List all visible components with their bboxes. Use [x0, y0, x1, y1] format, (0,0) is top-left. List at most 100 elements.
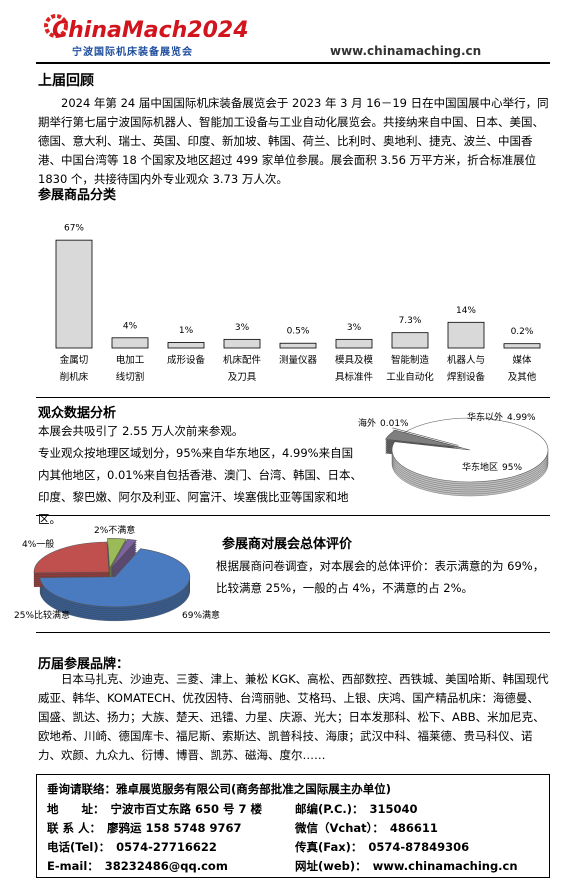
pie-label: 69%满意 — [182, 609, 220, 621]
pie-slice — [385, 429, 461, 448]
contact-value: 38232486@qq.com — [104, 859, 228, 873]
bar — [503, 343, 541, 349]
category-label: 测量仪器 — [278, 355, 317, 366]
contact-label: 邮编(P.C.)： — [295, 802, 364, 816]
pie-label: 海外 0.01% — [358, 417, 409, 429]
contact-row: 微信（Vchat）： 486611 — [295, 820, 438, 836]
bar-chart: 67% 4% 1% 3% 0.5% 3% 7.3% 14% 0.2% 金属切 削机床 电加工 线切… — [36, 200, 550, 392]
value-label: 0.2% — [511, 327, 534, 337]
pie-category: 比较满意 — [34, 609, 70, 621]
pie-value: 95% — [502, 463, 522, 473]
category-label: 机器人与 焊割设备 — [446, 355, 485, 383]
value-label: 3% — [235, 323, 250, 333]
paragraph: 日本马扎克、沙迪克、三菱、津上、兼松 KGK、高松、西部数控、西铁城、美国哈斯、… — [38, 672, 549, 762]
pie-slice — [39, 548, 191, 608]
pie-category: 一般 — [36, 538, 54, 550]
contact-label: 微信（Vchat）： — [295, 821, 384, 835]
pie-value: 69% — [182, 611, 202, 621]
bar-plot: 67% 4% 1% 3% 0.5% 3% 7.3% 14% 0.2% — [55, 224, 541, 349]
paragraph: 2024 年第 24 届中国国际机床装备展览会于 2023 年 3 月 16－1… — [38, 96, 549, 186]
contact-label: 传真(Fax)： — [295, 840, 363, 854]
category-label: 电加工 线切割 — [115, 355, 145, 383]
pie-slice — [110, 538, 137, 569]
pie-label: 4%一般 — [22, 538, 54, 550]
contact-row: 联 系 人： 廖鸦运 158 5748 9767 — [47, 820, 242, 836]
value-label: 0.5% — [287, 327, 310, 337]
section-title: 上届回顾 — [38, 73, 94, 89]
chart-title: 参展商品分类 — [38, 188, 117, 203]
logo: ChinaMach2024 — [52, 18, 249, 43]
pie-value: 2% — [94, 526, 109, 536]
contact-label: 电话(Tel)： — [47, 840, 111, 854]
bar — [55, 239, 93, 349]
bar — [391, 332, 429, 349]
pie-slice — [107, 538, 127, 570]
contact-value: 雅卓展览服务有限公司(商务部批准之国际展主办单位) — [116, 782, 392, 796]
category-label: 金属切 削机床 — [59, 355, 89, 383]
contact-row: 垂询请联络：雅卓展览服务有限公司(商务部批准之国际展主办单位) — [47, 781, 391, 797]
header-url: www.chinamaching.cn — [330, 44, 482, 58]
pie-category: 不满意 — [108, 524, 135, 536]
header-rule — [36, 62, 550, 64]
pie-label: 华东地区 95% — [462, 461, 522, 473]
category-label: 智能制造 工业自动化 — [386, 355, 434, 383]
pie-slice — [33, 541, 110, 574]
contact-row: E-mail： 38232486@qq.com — [47, 858, 228, 874]
bar — [279, 342, 317, 349]
pie-category: 华东以外 — [467, 411, 503, 423]
pie-label: 华东以外 4.99% — [467, 411, 536, 423]
value-label: 14% — [456, 306, 476, 316]
value-label: 1% — [179, 326, 194, 336]
contact-row: 邮编(P.C.)： 315040 — [295, 801, 418, 817]
category-label: 媒体 及其他 — [507, 355, 537, 383]
contact-value: 廖鸦运 158 5748 9767 — [107, 821, 242, 835]
contact-label: E-mail： — [47, 859, 99, 873]
bar — [335, 338, 373, 349]
pie-slice — [391, 417, 549, 483]
section-title: 观众数据分析 — [38, 406, 117, 421]
contact-label: 地 址： — [47, 802, 105, 816]
contact-row: 地 址： 宁波市百丈东路 650 号 7 楼 — [47, 801, 262, 817]
pie-category: 满意 — [202, 609, 220, 621]
contact-value: 宁波市百丈东路 650 号 7 楼 — [110, 802, 263, 816]
value-label: 3% — [347, 323, 362, 333]
logo-subtitle: 宁波国际机床装备展览会 — [72, 47, 193, 58]
contact-value: 0574-27716622 — [116, 840, 217, 854]
pie-value: 4.99% — [507, 413, 536, 423]
section-title: 历届参展品牌： — [38, 657, 130, 672]
pie-slice — [392, 427, 459, 446]
section-title: 参展商对展会总体评价 — [222, 537, 353, 552]
contact-row: 传真(Fax)： 0574-87849306 — [295, 839, 469, 855]
pie-label: 2%不满意 — [94, 524, 135, 536]
pie-value: 4% — [22, 540, 37, 550]
category-label: 模具及模 具标准件 — [334, 355, 373, 383]
contact-box: 垂询请联络：雅卓展览服务有限公司(商务部批准之国际展主办单位) 地 址： 宁波市百… — [36, 774, 550, 878]
contact-label: 垂询请联络： — [47, 782, 116, 796]
contact-label: 联 系 人： — [47, 821, 102, 835]
rule — [36, 397, 550, 398]
pie-value: 25% — [14, 611, 34, 621]
category-label: 机床配件 及刀具 — [222, 355, 261, 383]
bar — [447, 321, 485, 349]
bar — [167, 342, 205, 349]
bar — [111, 337, 149, 349]
contact-value: 315040 — [369, 802, 418, 816]
contact-row: 电话(Tel)： 0574-27716622 — [47, 839, 217, 855]
logo-gear — [44, 14, 68, 38]
pie-chart: 华东地区 95% 华东以外 4.99% 海外 0.01% — [358, 411, 549, 497]
rule — [36, 515, 550, 516]
pie-chart: 69%满意 25%比较满意 4%一般 2%不满意 — [14, 524, 220, 621]
contact-value: www.chinamaching.cn — [372, 859, 518, 873]
contact-label: 网址(web)： — [295, 859, 367, 873]
rule — [36, 632, 550, 633]
value-label: 4% — [123, 321, 138, 331]
contact-value: 0574-87849306 — [368, 840, 470, 854]
contact-value: 486611 — [389, 821, 438, 835]
value-label: 7.3% — [399, 316, 422, 326]
pie-label: 25%比较满意 — [14, 609, 70, 621]
value-label: 67% — [64, 224, 84, 234]
contact-row: 网址(web)： www.chinamaching.cn — [295, 858, 518, 874]
paragraph: 根据展商问卷调查，对本展会的总体评价：表示满意的为 69%，比较满意 25%，一… — [216, 559, 545, 595]
category-label: 成形设备 — [166, 355, 205, 366]
